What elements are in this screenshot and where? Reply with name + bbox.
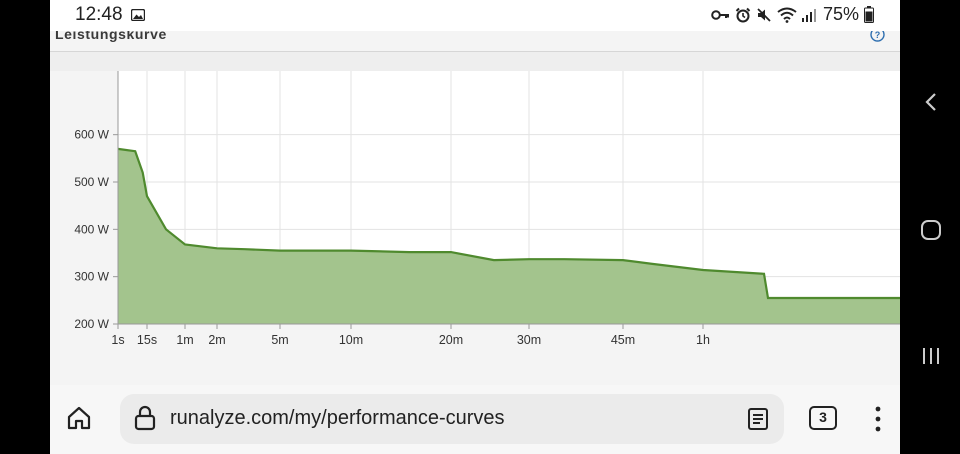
lock-icon[interactable] [134, 405, 156, 431]
x-tick-label: 15s [137, 333, 157, 347]
x-tick-label: 1h [696, 333, 710, 347]
system-nav-bar [900, 0, 960, 454]
panel-title: Leistungskurve [55, 31, 167, 42]
status-icons: 75% [711, 4, 874, 25]
y-tick-label: 300 W [74, 270, 109, 284]
y-tick-label: 600 W [74, 128, 109, 142]
performance-curve-page: Leistungskurve ? 200 W 300 W 400 W 500 W 600… [50, 31, 900, 385]
wifi-icon [777, 7, 797, 23]
menu-icon[interactable] [868, 404, 888, 434]
mute-icon [757, 7, 771, 22]
x-tick-label: 20m [439, 333, 463, 347]
x-tick-label: 10m [339, 333, 363, 347]
chart-area-layer [117, 147, 900, 324]
image-icon [131, 9, 145, 21]
browser-toolbar: runalyze.com/my/performance-curves 3 [50, 385, 900, 454]
chart-grid [117, 71, 900, 325]
signal-icon [801, 8, 816, 22]
y-tick-labels: 200 W 300 W 400 W 500 W 600 W [74, 128, 118, 331]
home-circle-icon[interactable] [920, 219, 942, 241]
x-tick-label: 5m [271, 333, 288, 347]
tabs-button[interactable]: 3 [809, 406, 837, 430]
reader-icon[interactable] [747, 407, 769, 431]
x-tick-label: 1s [111, 333, 124, 347]
svg-text:?: ? [875, 31, 881, 40]
power-area [118, 148, 900, 324]
x-tick-label: 45m [611, 333, 635, 347]
chart-toolbar [50, 52, 900, 71]
power-line [117, 147, 900, 300]
key-icon [711, 9, 729, 20]
chart-axes [117, 71, 900, 325]
x-tick-labels: 1s 15s 1m 2m 5m 10m 20m 30m 45m 1h [111, 324, 710, 347]
y-tick-label: 500 W [74, 175, 109, 189]
battery-icon [864, 6, 874, 23]
panel-header: Leistungskurve ? [50, 31, 900, 52]
back-icon[interactable] [924, 92, 938, 112]
status-time: 12:48 [75, 4, 123, 25]
alarm-icon [735, 7, 751, 22]
x-tick-label: 30m [517, 333, 541, 347]
x-tick-label: 2m [208, 333, 225, 347]
power-curve-chart: 200 W 300 W 400 W 500 W 600 W 1s 15s 1m 2m 5m 10m… [74, 71, 900, 347]
recents-icon[interactable] [921, 346, 941, 366]
status-bar: 12:48 75% [50, 0, 900, 31]
help-icon[interactable]: ? [870, 31, 885, 42]
battery-percent: 75% [822, 4, 859, 24]
home-icon[interactable] [66, 405, 92, 431]
x-tick-label: 1m [176, 333, 193, 347]
url-text[interactable]: runalyze.com/my/performance-curves [170, 407, 505, 429]
url-bar[interactable]: runalyze.com/my/performance-curves [120, 394, 784, 444]
y-tick-label: 200 W [74, 317, 109, 331]
y-tick-label: 400 W [74, 222, 109, 236]
